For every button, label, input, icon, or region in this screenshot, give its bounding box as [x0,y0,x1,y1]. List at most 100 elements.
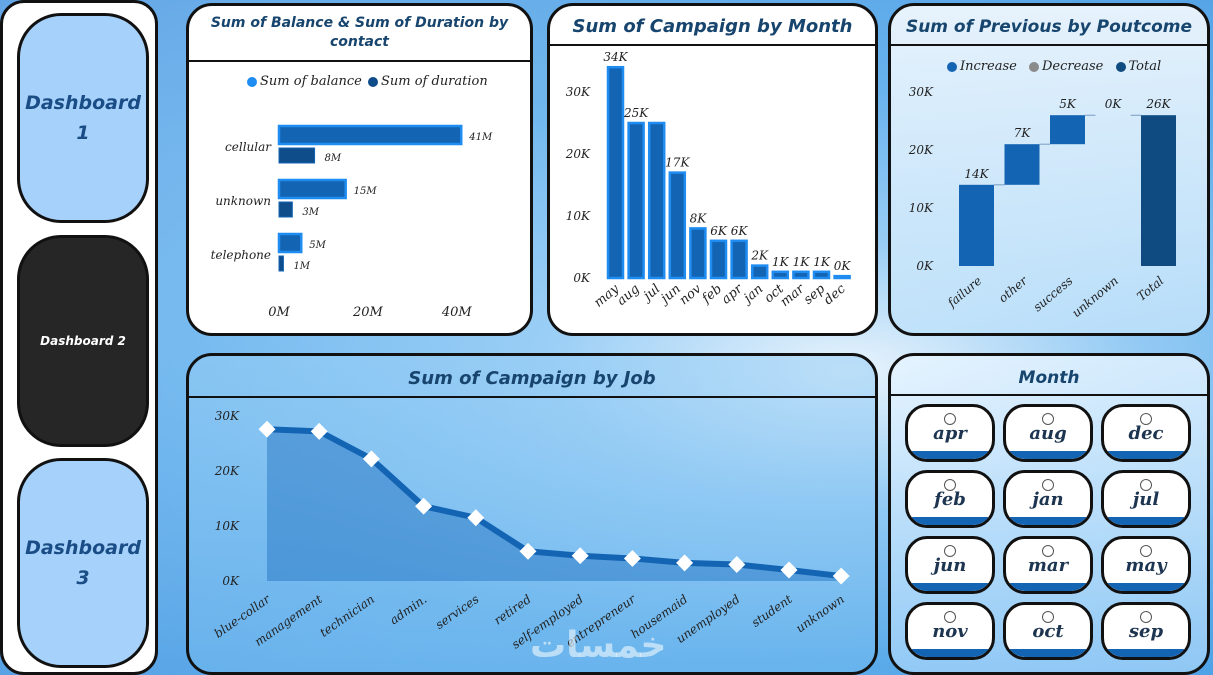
slicer-option-aug[interactable]: aug [1003,404,1093,462]
slicer-option-jan[interactable]: jan [1003,470,1093,528]
job-data-point [780,561,798,579]
slicer-option-jul[interactable]: jul [1101,470,1191,528]
poutcome-bar [1004,144,1040,185]
job-data-point [310,422,328,440]
job-y-tick-label: 20K [214,464,240,478]
dashboard-3-button[interactable]: Dashboard 3 [17,458,149,668]
month-bar [750,264,769,280]
dashboard-1-button[interactable]: Dashboard 1 [17,13,149,223]
contact-duration-bar [278,201,293,218]
radio-circle-icon [944,611,956,623]
job-y-tick-label: 30K [215,409,240,423]
job-category-label: student [749,592,795,630]
legend-dot-decrease [1028,61,1039,72]
month-value-label: 8K [690,211,708,225]
slicer-option-jun[interactable]: jun [905,536,995,594]
month-category-label: dec [821,281,849,308]
month-value-label: 6K [731,224,749,238]
slicer-option-oct[interactable]: oct [1003,602,1093,660]
radio-circle-icon [1140,611,1152,623]
month-bar [689,227,707,280]
contact-x-tick-label: 20M [352,305,384,320]
watermark: خمسات [530,625,667,666]
poutcome-bar [1141,115,1176,266]
job-category-label: unknown [793,592,847,635]
month-slicer-panel: Month apr aug dec feb jan jul jun mar may nov oct s… [888,353,1210,675]
poutcome-category-label: unknown [1069,274,1121,321]
navigation-sidebar: Dashboard 1 Dashboard 2 Dashboard 3 [0,0,158,675]
contact-duration-value-label: 8M [325,153,342,164]
slicer-option-dec[interactable]: dec [1101,404,1191,462]
poutcome-y-tick-label: 0K [916,259,934,273]
contact-duration-value-label: 1M [293,261,310,272]
month-chart-panel: Sum of Campaign by Month 0K 10K 20K 30K 34K m… [547,3,878,336]
poutcome-category-label: failure [944,274,984,311]
radio-circle-icon [1042,413,1054,425]
slicer-option-label: may [1125,554,1167,576]
job-data-point [832,567,850,585]
month-bar [812,270,831,280]
month-chart-title: Sum of Campaign by Month [550,6,875,46]
contact-balance-value-label: 41M [468,132,493,143]
job-series-line [266,426,842,580]
contact-duration-bar [278,147,316,164]
poutcome-value-label: 14K [964,167,989,181]
contact-balance-bar [277,232,303,254]
contact-balance-value-label: 5M [309,240,326,251]
slicer-option-nov[interactable]: nov [905,602,995,660]
month-value-label: 1K [793,255,811,269]
month-slicer-grid: apr aug dec feb jan jul jun mar may nov oct sep [905,404,1195,660]
poutcome-chart-legend: Increase Decrease Total [947,59,1161,74]
month-bar [730,239,748,280]
slicer-option-sep[interactable]: sep [1101,602,1191,660]
contact-category-label: unknown [215,194,271,208]
radio-circle-icon [944,479,956,491]
job-y-tick-label: 0K [222,574,240,588]
month-bar [709,239,728,280]
radio-circle-icon [1140,413,1152,425]
poutcome-category-label: success [1031,274,1076,315]
contact-category-label: cellular [225,140,272,154]
month-value-label: 17K [665,156,690,170]
contact-duration-bar [278,255,284,272]
job-category-label: services [433,592,482,632]
legend-dot-balance [247,76,257,87]
slicer-option-may[interactable]: may [1101,536,1191,594]
poutcome-chart-panel: Sum of Previous by Poutcome Increase Dec… [888,3,1210,336]
month-bar [647,121,666,280]
month-bar-chart: 0K10K20K30K34Kmay25Kaugjul17Kjun8Knov6Kf… [565,50,852,310]
contact-x-tick-label: 0M [268,305,290,320]
slicer-option-apr[interactable]: apr [905,404,995,462]
slicer-option-label: mar [1027,554,1069,576]
month-slicer-title: Month [891,356,1207,396]
slicer-option-label: feb [934,488,966,510]
slicer-option-mar[interactable]: mar [1003,536,1093,594]
legend-label-increase: Increase [960,59,1017,74]
radio-circle-icon [1042,545,1054,557]
month-bar [792,270,810,280]
contact-balance-bar [277,178,347,200]
job-data-point [728,556,746,573]
month-value-label: 6K [710,224,728,238]
dashboard-2-button[interactable]: Dashboard 2 [17,235,149,447]
job-data-point [258,420,276,438]
month-bar [668,171,687,280]
radio-circle-icon [944,545,956,557]
radio-circle-icon [1140,545,1152,557]
slicer-option-label: apr [933,422,967,444]
slicer-option-feb[interactable]: feb [905,470,995,528]
job-data-point [519,542,537,560]
job-data-point [415,497,433,515]
job-area-fill [267,429,842,581]
poutcome-category-label: Total [1134,273,1166,303]
legend-label-decrease: Decrease [1041,59,1104,74]
month-y-tick-label: 0K [573,271,591,285]
month-value-label: 1K [813,255,831,269]
legend-dot-total [1115,61,1126,72]
job-data-point [571,547,589,565]
month-value-label: 0K [834,259,852,273]
month-value-label: 2K [750,249,769,263]
month-bar [627,121,645,280]
legend-dot-duration [367,76,378,87]
job-category-label: retired [491,592,534,628]
